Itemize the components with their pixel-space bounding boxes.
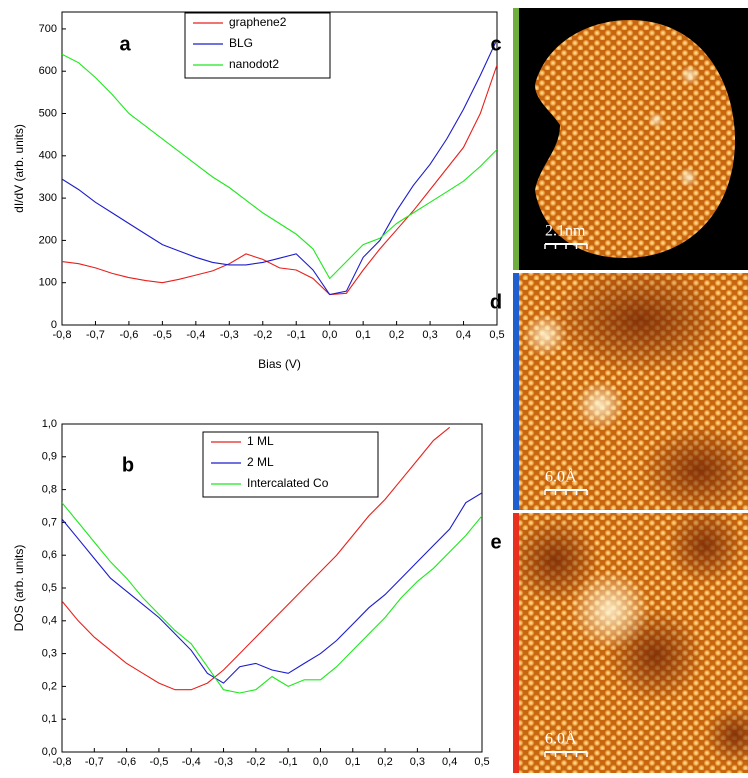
y-tick-label: 0,9 [42,451,57,463]
y-tick-label: 0,6 [42,549,57,561]
x-tick-label: 0,3 [410,756,425,768]
y-tick-label: 300 [39,192,57,204]
x-tick-label: 0,5 [474,756,489,768]
legend-label: 1 ML [247,434,274,448]
x-tick-label: -0,7 [86,329,105,341]
y-tick-label: 0,2 [42,680,57,692]
x-tick-label: -0,5 [149,756,168,768]
x-tick-label: -0,4 [186,329,205,341]
y-tick-label: 0 [51,319,57,331]
x-tick-label: -0,4 [182,756,201,768]
series-line [62,64,497,296]
y-tick-label: 0,4 [42,615,57,627]
x-axis-label: Bias (V) [258,357,301,371]
panel-label: d [490,291,502,313]
series-line [62,492,482,684]
y-tick-label: 200 [39,234,57,246]
legend-box [202,431,379,498]
y-tick-label: 400 [39,150,57,162]
y-tick-label: 0,8 [42,484,57,496]
plot-frame [61,11,498,326]
x-tick-label: 0,2 [389,329,404,341]
x-tick-label: 0,4 [456,329,471,341]
series-line [62,502,482,694]
scale-label: 2.1nm [545,223,586,240]
y-tick-label: 100 [39,277,57,289]
x-tick-label: 0,5 [489,329,504,341]
y-axis-label: dI/dV (arb. units) [12,124,26,213]
legend-label: nanodot2 [229,57,279,71]
x-tick-label: -0,2 [246,756,265,768]
x-tick-label: -0,6 [119,329,138,341]
y-tick-label: 500 [39,107,57,119]
x-tick-label: 0,2 [377,756,392,768]
x-tick-label: 0,4 [442,756,457,768]
y-tick-label: 700 [39,23,57,35]
y-tick-label: 600 [39,65,57,77]
legend-label: 2 ML [247,455,274,469]
x-tick-label: -0,8 [53,756,72,768]
x-tick-label: -0,2 [253,329,272,341]
panel-label: c [490,33,501,55]
x-tick-label: -0,8 [53,329,72,341]
image-c [513,8,748,270]
x-tick-label: -0,5 [153,329,172,341]
x-tick-label: 0,3 [422,329,437,341]
x-tick-label: -0,1 [287,329,306,341]
y-tick-label: 0,5 [42,582,57,594]
panel-label: e [490,531,501,553]
x-tick-label: -0,6 [117,756,136,768]
y-tick-label: 0,0 [42,746,57,758]
x-tick-label: -0,1 [279,756,298,768]
scale-label: 6.0Å [545,730,577,748]
legend-box [184,12,331,79]
x-tick-label: 0,0 [313,756,328,768]
image-e [513,513,748,773]
y-tick-label: 0,7 [42,516,57,528]
series-line [62,53,497,280]
y-axis-label: DOS (arb. units) [12,545,26,632]
x-tick-label: 0,1 [345,756,360,768]
x-tick-label: -0,7 [85,756,104,768]
scale-label: 6.0Å [545,468,577,486]
x-tick-label: 0,0 [322,329,337,341]
legend-label: BLG [229,36,253,50]
series-line [62,426,451,691]
panel-label: b [122,454,134,476]
x-tick-label: 0,1 [356,329,371,341]
x-tick-label: -0,3 [214,756,233,768]
y-tick-label: 0,1 [42,713,57,725]
legend-label: graphene2 [229,15,287,29]
panel-label: a [119,33,131,55]
y-tick-label: 1,0 [42,418,57,430]
y-tick-label: 0,3 [42,648,57,660]
image-d [513,273,748,510]
series-line [62,39,497,296]
legend-label: Intercalated Co [247,476,329,490]
x-tick-label: -0,3 [220,329,239,341]
